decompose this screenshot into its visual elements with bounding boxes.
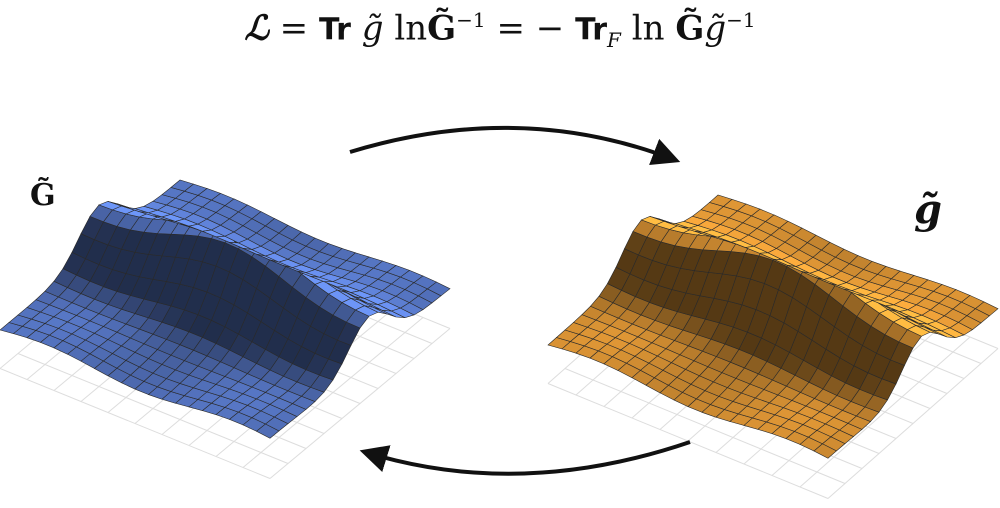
ln-operator-1: ln [394,8,428,49]
g-tilde-symbol-1: g̃ [361,8,384,49]
right-surface-label: g̃ [914,186,942,233]
inverse-exponent-2: −1 [726,8,756,32]
g-tilde-symbol-2: g̃ [704,8,727,49]
G-tilde-symbol-2: G̃ [675,8,705,49]
trace-subscript-F: F [607,28,621,53]
right-surface-plot [547,194,999,459]
trace-operator-1: Tr [318,12,351,48]
inverse-exponent-1: −1 [456,8,486,32]
equals-sign-2: = [496,8,525,49]
top-arrow [349,125,681,165]
equals-sign-1: = [279,8,309,49]
left-surface-plot [0,179,451,439]
lagrangian-symbol: ℒ [244,8,269,49]
ln-operator-2: ln [631,8,665,49]
trace-operator-2: Tr [575,12,608,48]
surface-cell [974,301,999,317]
bottom-arrow [359,440,691,476]
equation: ℒ = Tr g̃ lnG̃−1 = − TrF ln G̃g̃−1 [0,8,1000,52]
minus-sign: − [535,8,565,49]
floor-grid-line [269,328,451,479]
left-surface-label: G̃ [30,178,56,213]
G-tilde-symbol-1: G̃ [427,8,457,49]
floor-grid-line [799,336,971,488]
surface-cell [426,281,451,297]
floor-grid-line [827,348,999,499]
floor-grid-line [242,317,424,468]
